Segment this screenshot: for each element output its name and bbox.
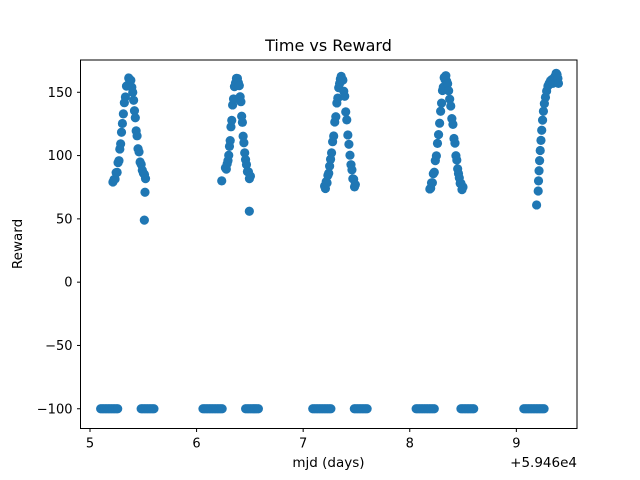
scatter-points (96, 68, 564, 414)
x-axis-offset-label: +5.946e4 (510, 455, 577, 471)
y-axis-label: Reward (10, 219, 26, 269)
y-axis-ticks: −100 −50 0 50 100 150 (37, 86, 81, 417)
chart-title: Time vs Reward (264, 36, 392, 55)
x-axis-label: mjd (days) (292, 455, 364, 471)
svg-text:8: 8 (406, 437, 414, 452)
svg-text:7: 7 (299, 437, 307, 452)
svg-text:−100: −100 (37, 402, 73, 417)
svg-text:−50: −50 (45, 339, 72, 354)
svg-text:5: 5 (86, 437, 94, 452)
svg-text:50: 50 (56, 212, 73, 227)
svg-text:9: 9 (512, 437, 520, 452)
svg-text:150: 150 (48, 86, 73, 101)
svg-text:100: 100 (48, 149, 73, 164)
svg-text:0: 0 (64, 276, 72, 291)
svg-text:6: 6 (192, 437, 200, 452)
plot-area-frame (80, 59, 578, 429)
x-axis-ticks: 5 6 7 8 9 (86, 428, 520, 452)
